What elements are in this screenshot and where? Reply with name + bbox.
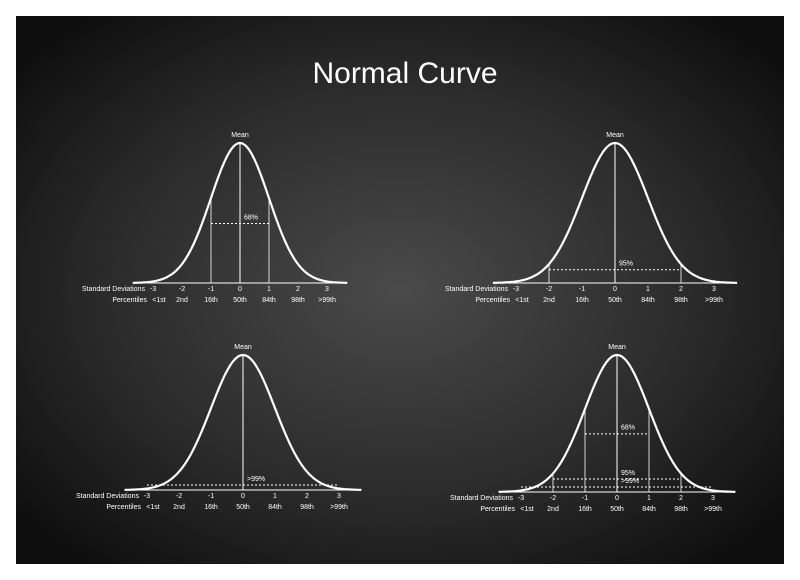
percentile: 98th [674, 297, 688, 304]
percentile: 98th [300, 504, 314, 511]
percentile: 16th [575, 297, 589, 304]
sd-tick: -3 [513, 286, 519, 293]
percentile: 16th [204, 504, 218, 511]
sd-tick: 3 [711, 495, 715, 502]
percentile: 50th [610, 506, 624, 513]
band-label: 95% [621, 470, 635, 477]
percentile: 2nd [547, 506, 559, 513]
percentile: 84th [262, 297, 276, 304]
percentile: 50th [236, 504, 250, 511]
sd-tick: 0 [613, 286, 617, 293]
band-label: >99% [621, 478, 639, 485]
sd-tick: 1 [647, 495, 651, 502]
percentile: 16th [204, 297, 218, 304]
sd-tick: -2 [176, 493, 182, 500]
sd-label: Standard Deviations [450, 495, 514, 502]
percentile-label: Percentiles [112, 297, 147, 304]
percentile: 2nd [176, 297, 188, 304]
percentile-label: Percentiles [475, 297, 510, 304]
percentile: 16th [578, 506, 592, 513]
sd-tick: 2 [305, 493, 309, 500]
percentile: >99th [330, 504, 348, 511]
sd-tick: 2 [296, 286, 300, 293]
percentile: <1st [146, 504, 159, 511]
sd-tick: -2 [179, 286, 185, 293]
sd-tick: -3 [518, 495, 524, 502]
sd-tick: -2 [546, 286, 552, 293]
mean-label: Mean [606, 132, 624, 139]
band-label: >99% [247, 476, 265, 483]
sd-tick: -3 [144, 493, 150, 500]
sd-tick: 0 [615, 495, 619, 502]
percentile: >99th [705, 297, 723, 304]
percentile: 2nd [543, 297, 555, 304]
percentile: 84th [642, 506, 656, 513]
sd-tick: -1 [208, 493, 214, 500]
percentile: 84th [641, 297, 655, 304]
percentile: 50th [608, 297, 622, 304]
sd-tick: 2 [679, 495, 683, 502]
mean-label: Mean [234, 344, 252, 351]
percentile: 50th [233, 297, 247, 304]
sd-tick: -2 [550, 495, 556, 502]
band-label: 95% [619, 261, 633, 268]
percentile: 98th [291, 297, 305, 304]
percentile-label: Percentiles [480, 506, 515, 513]
sd-tick: 1 [646, 286, 650, 293]
percentile: 98th [674, 506, 688, 513]
sd-label: Standard Deviations [445, 286, 509, 293]
band-label: 68% [621, 425, 635, 432]
sd-tick: 3 [325, 286, 329, 293]
percentile: >99th [318, 297, 336, 304]
percentile: 2nd [173, 504, 185, 511]
sd-tick: -1 [582, 495, 588, 502]
mean-label: Mean [231, 132, 249, 139]
sd-tick: 2 [679, 286, 683, 293]
sd-tick: 1 [267, 286, 271, 293]
percentile: 84th [268, 504, 282, 511]
percentile: <1st [152, 297, 165, 304]
percentile: >99th [704, 506, 722, 513]
sd-tick: -1 [579, 286, 585, 293]
sd-tick: 0 [241, 493, 245, 500]
sd-tick: -3 [150, 286, 156, 293]
band-label: 68% [244, 214, 258, 221]
sd-tick: 0 [238, 286, 242, 293]
percentile: <1st [515, 297, 528, 304]
board [16, 16, 784, 564]
sd-tick: 3 [337, 493, 341, 500]
title: Normal Curve [312, 57, 497, 90]
sd-tick: 3 [712, 286, 716, 293]
percentile-label: Percentiles [106, 504, 141, 511]
sd-tick: 1 [273, 493, 277, 500]
sd-label: Standard Deviations [76, 493, 140, 500]
percentile: <1st [520, 506, 533, 513]
mean-label: Mean [608, 344, 626, 351]
sd-label: Standard Deviations [82, 286, 146, 293]
sd-tick: -1 [208, 286, 214, 293]
